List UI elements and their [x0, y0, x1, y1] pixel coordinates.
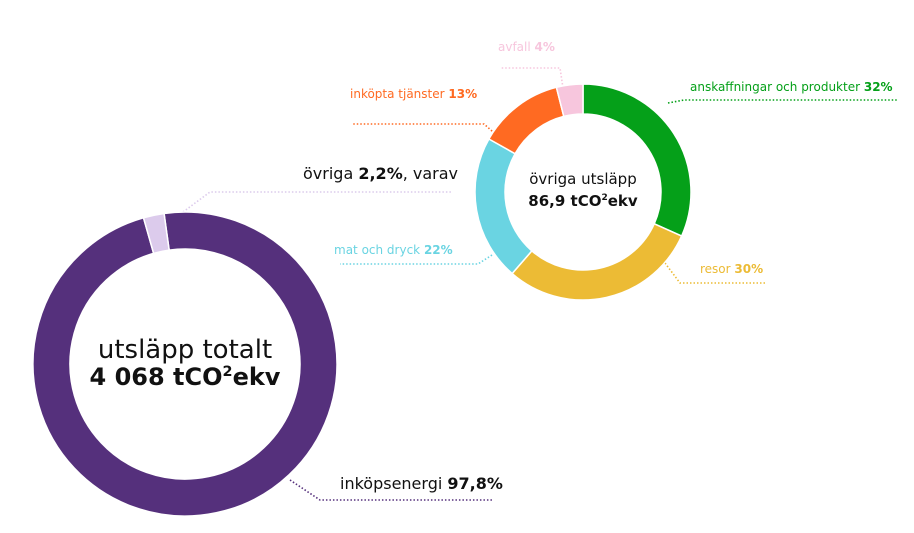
leader-anskaffningar: [667, 99, 897, 104]
label-ovriga: övriga 2,2%, varav: [303, 164, 459, 183]
slice-inköpsenergi: [32, 211, 338, 517]
leader-lines: [182, 67, 897, 501]
label-mat-och-dryck: mat och dryck 22%: [334, 243, 453, 257]
label-anskaffningar: anskaffningar och produkter 32%: [690, 80, 893, 94]
leader-inkopsenergi: [289, 479, 492, 501]
other-center-value: 86,9 tCO2ekv: [528, 192, 638, 210]
leader-inkopta-tjanster: [352, 123, 501, 139]
donut-slices: [32, 83, 692, 517]
other-center-title: övriga utsläpp: [529, 170, 637, 188]
leader-mat-och-dryck: [340, 254, 493, 265]
slice-resor: [511, 222, 683, 301]
label-resor: resor 30%: [700, 262, 764, 276]
leader-ovriga: [182, 191, 452, 213]
leader-avfall: [500, 67, 564, 89]
slice-inköpta-tjänster: [487, 86, 565, 155]
label-inkopsenergi: inköpsenergi 97,8%: [340, 474, 503, 493]
other-center-label: övriga utsläpp 86,9 tCO2ekv: [500, 170, 666, 210]
total-center-title: utsläpp totalt: [97, 335, 273, 365]
total-center-value: 4 068 tCO2ekv: [89, 363, 281, 391]
slice-avfall: [555, 83, 584, 118]
slice-övriga: [142, 212, 171, 255]
slice-anskaffningar-och-produkter: [582, 83, 692, 238]
label-avfall: avfall 4%: [498, 40, 555, 54]
leader-resor: [664, 262, 765, 284]
total-center-label: utsläpp totalt 4 068 tCO2ekv: [60, 335, 310, 391]
label-inkopta-tjanster: inköpta tjänster 13%: [350, 87, 478, 101]
